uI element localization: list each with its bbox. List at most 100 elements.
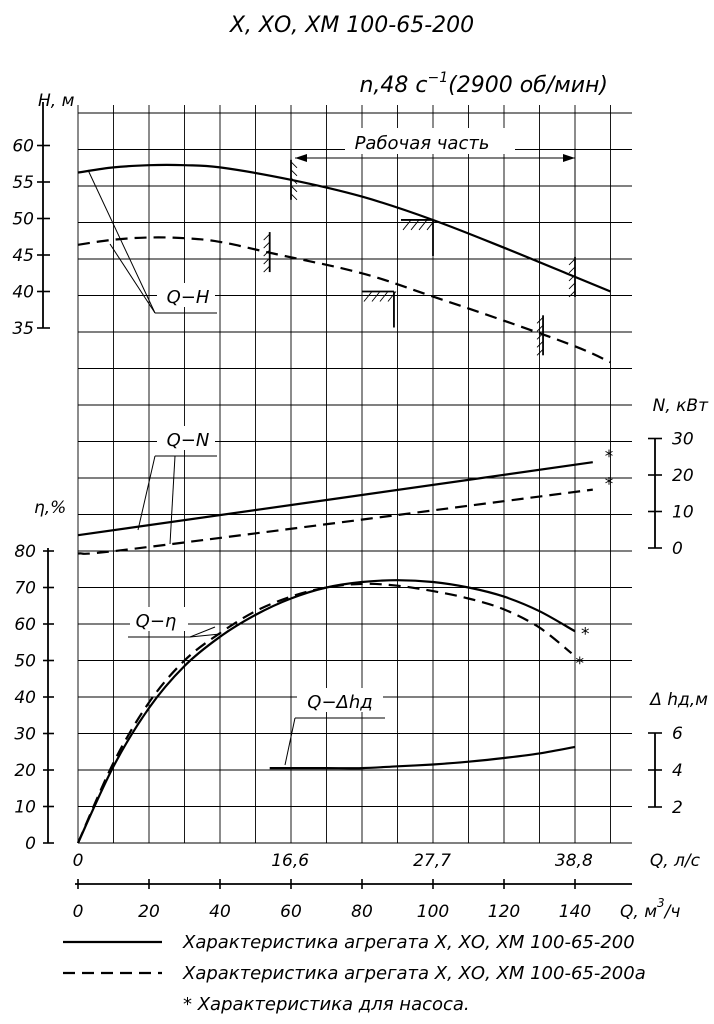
legend-solid-text: Характеристика агрегата Х, ХО, ХМ 100-65…: [182, 932, 635, 953]
curve-label-leader: [137, 455, 156, 531]
dh-axis-label: Δ hд,м: [648, 690, 708, 710]
h-axis-tick-label: 55: [12, 173, 34, 193]
bep-hatch: [426, 219, 436, 231]
chart-grid: [77, 105, 632, 844]
marker-hatch: [536, 332, 544, 340]
h-axis-tick-label: 60: [12, 137, 34, 157]
q-ls-tick-label: 0: [73, 851, 84, 871]
marker-hatch: [290, 193, 298, 201]
curve-label-qeta: Q−η: [136, 611, 177, 632]
pump-asterisk: *: [605, 475, 614, 495]
marker-hatch: [290, 161, 298, 169]
q-n-solid-curve: [77, 461, 593, 537]
bep-hatch: [387, 291, 397, 302]
marker-hatch: [536, 316, 544, 324]
q-ls-tick-label: 38,8: [555, 851, 593, 871]
marker-hatch: [568, 266, 576, 274]
dh-axis-tick-label: 4: [672, 761, 683, 781]
q-m3h-tick-label: 80: [351, 902, 373, 922]
eta-axis-tick-label: 10: [14, 798, 36, 818]
chart-title: Х, ХО, ХМ 100-65-200: [229, 13, 474, 38]
marker-hatch: [568, 290, 576, 298]
curve-label-bg: [157, 283, 215, 307]
legend-dashed-text: Характеристика агрегата Х, ХО, ХМ 100-65…: [182, 963, 646, 984]
curve-label-leader: [189, 633, 221, 638]
working-zone-arrow: [295, 154, 307, 162]
footnote: * Характеристика для насоса.: [183, 994, 470, 1015]
marker-hatch: [290, 177, 298, 185]
eta-axis-tick-label: 70: [14, 579, 36, 599]
q-n-dashed-curve: [77, 488, 593, 555]
h-axis-tick-label: 40: [12, 283, 34, 303]
q-ls-tick-label: 16,6: [271, 851, 309, 871]
marker-hatch: [536, 324, 544, 332]
eta-axis-label: η,%: [34, 498, 66, 518]
curve-label-bg: [297, 688, 383, 712]
eta-axis-tick-label: 30: [14, 725, 36, 745]
curve-label-bg: [130, 607, 188, 631]
q-m3h-tick-label: 120: [488, 902, 520, 922]
curve-label-leader: [87, 169, 156, 314]
legend: Характеристика агрегата Х, ХО, ХМ 100-65…: [63, 932, 646, 1015]
curve-label-leader: [169, 455, 176, 545]
marker-hatch: [263, 257, 271, 265]
q-m3h-axis-label: Q, м3/ч: [620, 896, 680, 922]
bep-hatch: [418, 219, 428, 231]
q-eta-dashed-curve: [76, 582, 573, 844]
eta-axis-tick-label: 60: [14, 615, 36, 635]
q-m3h-tick-label: 40: [209, 902, 231, 922]
q-dh-solid-curve: [269, 745, 576, 770]
working-zone-arrow: [563, 154, 575, 162]
chart-marks: * * * *: [76, 128, 614, 844]
h-axis-tick-label: 50: [12, 210, 34, 230]
curve-label-qn: Q−N: [167, 430, 210, 451]
q-m3h-tick-label: 0: [73, 902, 84, 922]
chart-labels: Рабочая часть Q−H Q−N Q−η Q−Δhд: [87, 133, 490, 766]
working-zone-label: Рабочая часть: [355, 133, 490, 154]
bep-hatch: [410, 219, 420, 231]
q-h-solid-curve: [77, 163, 611, 293]
marker-hatch: [568, 258, 576, 266]
eta-axis-tick-label: 80: [14, 542, 36, 562]
eta-axis-tick-label: 20: [14, 761, 36, 781]
bep-hatch: [402, 219, 412, 231]
pump-asterisk: *: [605, 447, 614, 467]
q-ls-axis-label: Q, л/с: [650, 851, 701, 871]
curve-label-leader: [109, 243, 156, 314]
curve-label-bg: [157, 426, 215, 450]
pump-asterisk: *: [575, 654, 584, 674]
q-m3h-tick-label: 60: [280, 902, 302, 922]
eta-axis-tick-label: 40: [14, 688, 36, 708]
marker-hatch: [263, 249, 271, 257]
marker-hatch: [263, 265, 271, 273]
curve-label-leader: [189, 626, 216, 638]
eta-axis-tick-label: 0: [25, 834, 36, 854]
speed-value: n,48 с: [359, 73, 427, 98]
marker-hatch: [536, 348, 544, 356]
n-axis-tick-label: 30: [672, 430, 694, 450]
curve-label-qh: Q−H: [167, 287, 210, 308]
q-h-dashed-curve: [77, 236, 611, 364]
marker-hatch: [290, 169, 298, 177]
eta-axis-tick-label: 50: [14, 652, 36, 672]
speed-exponent: −1: [427, 70, 448, 86]
n-axis-label: N, кВт: [653, 396, 709, 416]
bep-hatch: [371, 291, 381, 302]
pump-asterisk: *: [581, 624, 590, 644]
bep-hatch: [363, 291, 373, 302]
q-m3h-tick-label: 140: [559, 902, 591, 922]
marker-hatch: [568, 274, 576, 282]
q-ls-tick-label: 27,7: [413, 851, 451, 871]
curve-label-leader: [284, 717, 296, 766]
dh-axis-tick-label: 2: [672, 798, 683, 818]
h-axis-tick-label: 45: [12, 246, 34, 266]
n-axis-tick-label: 10: [672, 503, 694, 523]
marker-hatch: [263, 233, 271, 241]
marker-hatch: [290, 185, 298, 193]
n-axis-tick-label: 20: [672, 466, 694, 486]
speed-label: n,48 с−1(2900 об/мин): [359, 70, 608, 98]
marker-hatch: [536, 340, 544, 348]
q-m3h-tick-label: 20: [138, 902, 160, 922]
q-m3h-tick-label: 100: [417, 902, 449, 922]
